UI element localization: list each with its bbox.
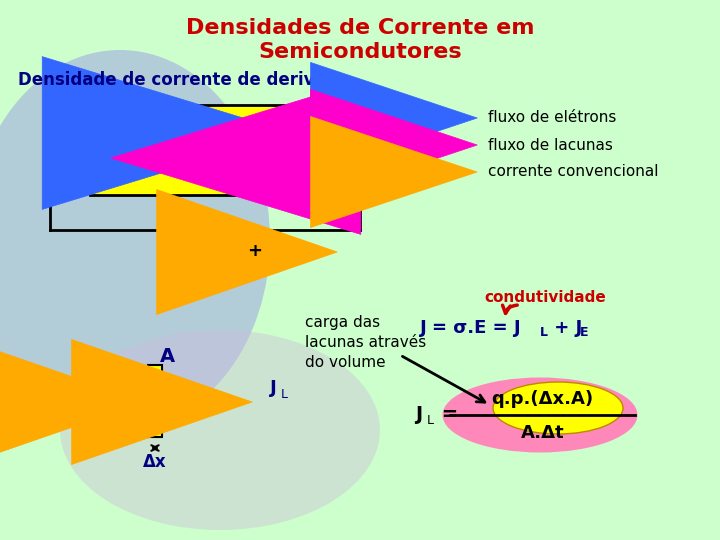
Ellipse shape (443, 377, 637, 453)
Text: corrente convencional: corrente convencional (488, 165, 659, 179)
Text: Semicondutores: Semicondutores (258, 42, 462, 62)
Ellipse shape (0, 50, 270, 430)
Text: L: L (540, 327, 548, 340)
Text: A: A (159, 348, 174, 367)
Text: =: = (435, 406, 458, 424)
Text: Densidades de Corrente em: Densidades de Corrente em (186, 18, 534, 38)
Text: carga das
lacunas através
do volume: carga das lacunas através do volume (305, 315, 426, 369)
Text: +: + (247, 242, 262, 260)
Text: fluxo de elétrons: fluxo de elétrons (488, 111, 616, 125)
FancyBboxPatch shape (90, 105, 310, 195)
Text: condutividade: condutividade (484, 291, 606, 306)
Text: A.Δt: A.Δt (521, 424, 564, 442)
Text: J = σ.E = J: J = σ.E = J (420, 319, 521, 337)
Text: J: J (415, 406, 422, 424)
Text: E: E (580, 327, 588, 340)
Text: L: L (281, 388, 288, 401)
Text: Densidade de corrente de deriva: Densidade de corrente de deriva (18, 71, 325, 89)
Text: q.p.(Δx.A): q.p.(Δx.A) (492, 390, 593, 408)
Text: + J: + J (548, 319, 582, 337)
Ellipse shape (493, 382, 623, 434)
Text: J: J (270, 379, 276, 397)
Text: L: L (427, 414, 434, 427)
Text: Δx: Δx (143, 453, 167, 471)
FancyBboxPatch shape (148, 365, 162, 437)
Ellipse shape (60, 330, 380, 530)
Text: fluxo de lacunas: fluxo de lacunas (488, 138, 613, 152)
